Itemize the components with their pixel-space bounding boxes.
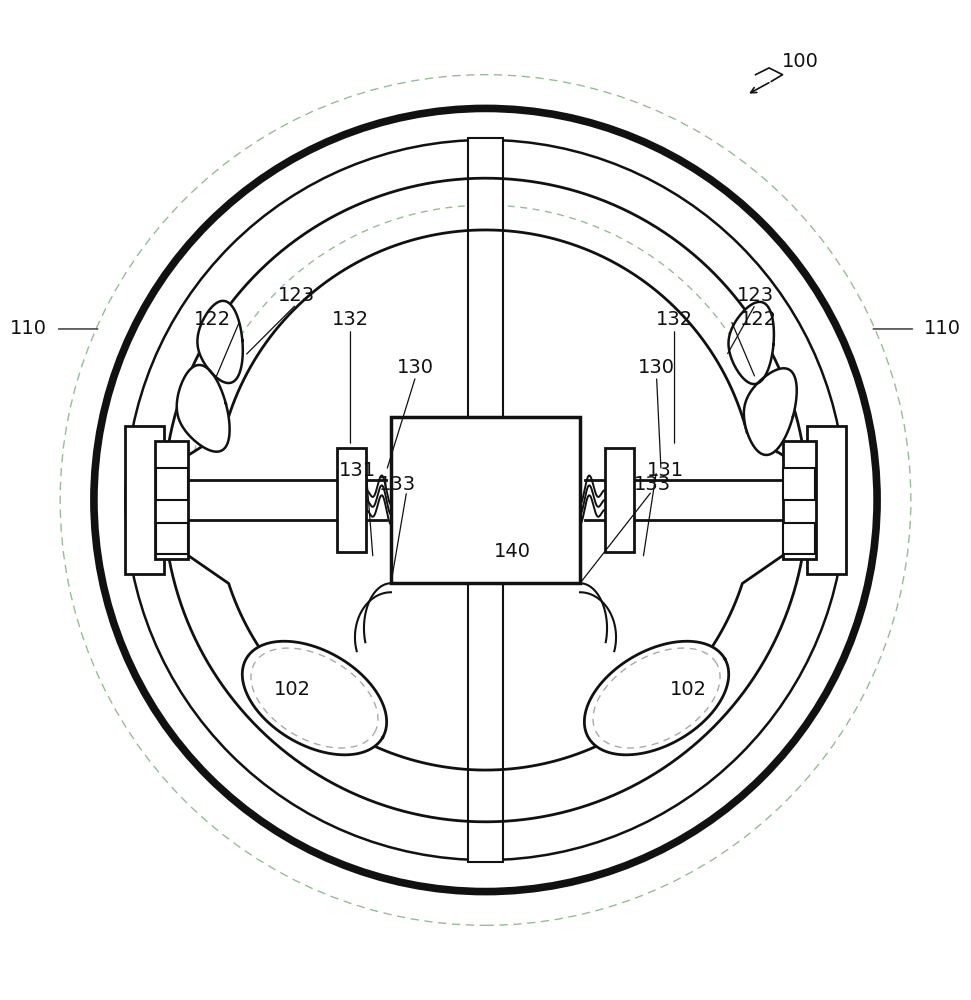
Bar <box>784 468 815 500</box>
Text: 100: 100 <box>782 52 819 71</box>
Text: 123: 123 <box>737 286 774 305</box>
Text: 131: 131 <box>339 461 376 480</box>
Text: 110: 110 <box>10 319 47 338</box>
Bar <box>337 448 366 552</box>
Text: 123: 123 <box>278 286 315 305</box>
Bar <box>391 417 580 583</box>
Polygon shape <box>166 540 805 822</box>
Polygon shape <box>177 365 229 452</box>
Text: 130: 130 <box>638 358 675 377</box>
Bar <box>784 523 815 554</box>
Text: 132: 132 <box>332 310 369 329</box>
Bar <box>156 468 187 500</box>
Polygon shape <box>197 301 243 383</box>
Text: 122: 122 <box>194 310 231 329</box>
Bar <box>156 523 187 554</box>
Polygon shape <box>243 641 386 755</box>
Polygon shape <box>744 368 797 455</box>
Text: 133: 133 <box>379 475 417 494</box>
Bar <box>154 441 188 559</box>
Text: 132: 132 <box>656 310 693 329</box>
Bar <box>605 448 634 552</box>
Bar <box>125 426 164 574</box>
Bar <box>783 441 817 559</box>
Polygon shape <box>585 641 728 755</box>
Polygon shape <box>728 302 774 384</box>
Text: 102: 102 <box>670 680 707 699</box>
Text: 133: 133 <box>633 475 671 494</box>
Text: 140: 140 <box>494 542 531 561</box>
Bar <box>468 138 503 419</box>
Circle shape <box>94 108 877 892</box>
Text: 130: 130 <box>397 358 434 377</box>
Text: 131: 131 <box>647 461 685 480</box>
Text: 110: 110 <box>924 319 961 338</box>
Polygon shape <box>165 178 806 470</box>
Bar <box>468 581 503 862</box>
Text: 122: 122 <box>740 310 777 329</box>
Text: 102: 102 <box>274 680 311 699</box>
Bar <box>807 426 846 574</box>
